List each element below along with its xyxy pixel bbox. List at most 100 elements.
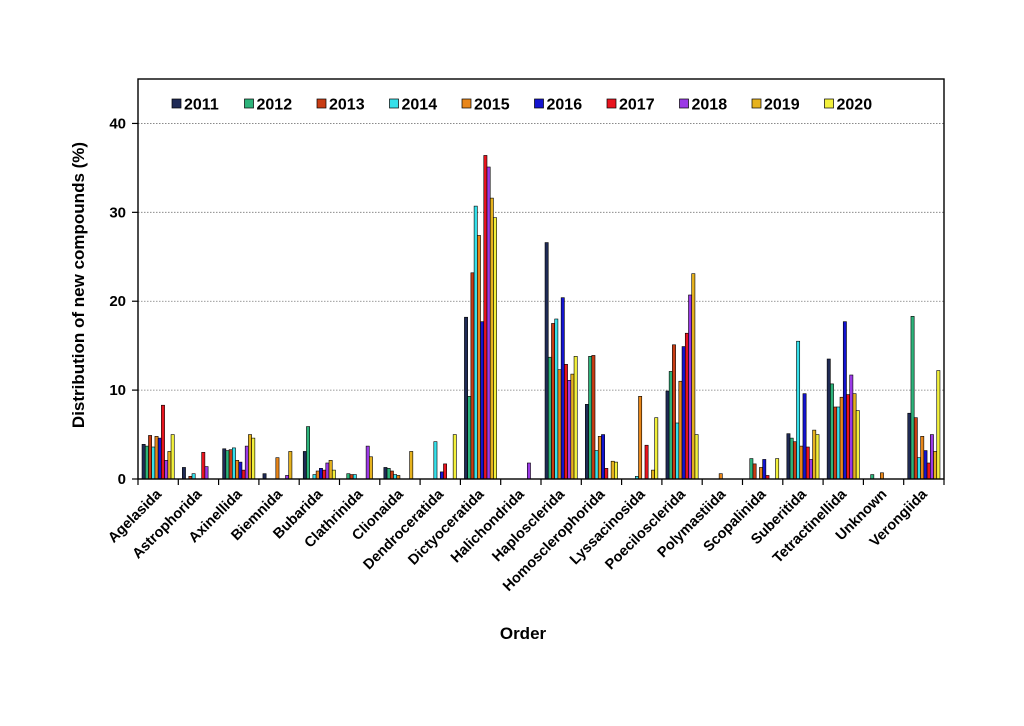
- bar-2013-haplosclerida: [551, 323, 555, 480]
- bar-2013-axinellida: [228, 449, 233, 480]
- bar-2015-tetractinellida: [839, 396, 844, 480]
- bar-2013-tetractinellida: [833, 406, 838, 480]
- bar-2018-haplosclerida: [567, 380, 572, 480]
- bar-2014-homosclerophorida: [594, 450, 599, 480]
- bar-2016-scopalinida: [762, 459, 767, 480]
- y-axis-title: Distribution of new compounds (%): [69, 142, 88, 428]
- bar-2017-dictyoceratida: [483, 155, 488, 480]
- bar-2013-suberitida: [792, 441, 797, 480]
- bar-2016-haplosclerida: [560, 297, 565, 480]
- bar-2018-agelasida: [164, 460, 169, 480]
- bar-2011-agelasida: [141, 444, 146, 480]
- bar-2011-suberitida: [786, 433, 791, 480]
- bar-2019-tetractinellida: [852, 393, 857, 480]
- bar-2015-biemnida: [275, 457, 280, 480]
- bar-2011-clionaida: [383, 467, 388, 480]
- x-category-labels: AgelasidaAstrophoridaAxinellidaBiemnidaB…: [105, 486, 931, 595]
- bar-2015-agelasida: [154, 436, 159, 480]
- bar-2015-axinellida: [235, 460, 240, 480]
- bar-2019-biemnida: [288, 451, 293, 480]
- bar-2019-clathrinida: [369, 456, 373, 480]
- bar-2017-homosclerophorida: [604, 468, 609, 480]
- legend: 2011 2012 2013 2014 2015 2016 2017 2018 2019 2020: [171, 97, 873, 114]
- bar-2020-scopalinida: [775, 458, 780, 480]
- bar-2019-verongiida: [933, 451, 938, 480]
- bar-2015-poecilosclerida: [678, 380, 683, 480]
- y-tick-label: 0: [118, 471, 126, 488]
- bar-2012-clathrinida: [346, 473, 351, 480]
- plot-frame: [137, 78, 945, 480]
- x-axis-title: Order: [500, 624, 547, 643]
- bar-2012-agelasida: [144, 445, 149, 480]
- bar-2020-agelasida: [170, 434, 175, 480]
- legend-label-2018: 2018: [692, 97, 728, 114]
- bar-2016-axinellida: [238, 461, 243, 480]
- legend-label-2013: 2013: [329, 97, 365, 114]
- legend-label-2016: 2016: [547, 97, 583, 114]
- bar-2016-dendroceratida: [439, 471, 444, 480]
- bar-2013-scopalinida: [752, 463, 757, 480]
- bar-2014-tetractinellida: [836, 406, 841, 480]
- bar-2019-dictyoceratida: [489, 197, 494, 480]
- legend-label-2015: 2015: [474, 97, 510, 114]
- bar-2014-axinellida: [232, 447, 236, 480]
- bar-2011-tetractinellida: [826, 358, 831, 480]
- bar-2011-haplosclerida: [544, 242, 549, 480]
- bar-2012-haplosclerida: [547, 356, 552, 480]
- legend-swatch-2017: [606, 98, 617, 109]
- bar-2017-tetractinellida: [846, 394, 850, 480]
- bar-2018-bubarida: [325, 462, 330, 480]
- bar-2017-agelasida: [161, 404, 165, 480]
- bar-2014-verongiida: [917, 457, 921, 480]
- bar-2014-dictyoceratida: [473, 205, 478, 480]
- bar-2013-dictyoceratida: [470, 272, 475, 480]
- bar-2018-tetractinellida: [849, 374, 854, 480]
- legend-label-2012: 2012: [257, 97, 293, 114]
- bar-2015-polymastiida: [718, 473, 723, 480]
- legend-swatch-2018: [679, 98, 689, 109]
- bar-2020-bubarida: [331, 469, 336, 480]
- bar-2012-clionaida: [386, 468, 391, 480]
- bar-2013-poecilosclerida: [672, 344, 676, 480]
- axes: [132, 78, 945, 485]
- legend-swatch-2020: [824, 98, 834, 109]
- bar-2016-verongiida: [923, 450, 928, 480]
- category-label-astrophorida: Astrophorida: [130, 486, 206, 562]
- bar-2011-bubarida: [302, 451, 307, 480]
- bar-2015-suberitida: [799, 445, 804, 480]
- bar-2014-haplosclerida: [554, 318, 559, 480]
- bar-2011-homosclerophorida: [585, 404, 589, 480]
- bar-2011-verongiida: [907, 412, 912, 480]
- bar-2017-lyssacinosida: [644, 444, 649, 480]
- bar-2011-dictyoceratida: [464, 316, 468, 480]
- legend-swatch-2012: [244, 98, 254, 109]
- bar-2020-haplosclerida: [573, 356, 578, 480]
- bar-2019-clionaida: [409, 451, 414, 480]
- bar-2018-astrophorida: [204, 466, 209, 480]
- bar-2013-homosclerophorida: [591, 355, 596, 480]
- bar-2014-agelasida: [151, 446, 156, 480]
- bar-2012-dictyoceratida: [467, 396, 472, 480]
- bar-2013-agelasida: [148, 435, 152, 480]
- bar-2012-verongiida: [910, 316, 915, 480]
- bar-2016-poecilosclerida: [681, 346, 686, 480]
- bar-2015-lyssacinosida: [638, 396, 643, 480]
- bar-2016-suberitida: [802, 393, 807, 480]
- bar-2019-poecilosclerida: [691, 273, 696, 480]
- bar-2019-homosclerophorida: [610, 460, 615, 480]
- legend-swatch-2013: [316, 98, 327, 109]
- bar-2017-dendroceratida: [443, 463, 447, 480]
- bar-2020-homosclerophorida: [614, 461, 618, 480]
- bar-2020-lyssacinosida: [654, 417, 659, 480]
- bar-2014-suberitida: [796, 340, 801, 480]
- bar-2013-clionaida: [389, 470, 394, 480]
- bar-2020-axinellida: [251, 437, 256, 480]
- bar-2019-haplosclerida: [570, 373, 575, 480]
- bar-2013-verongiida: [913, 417, 918, 480]
- bar-2017-verongiida: [926, 462, 931, 480]
- bar-2018-poecilosclerida: [688, 294, 693, 480]
- bar-2011-poecilosclerida: [665, 390, 670, 480]
- bar-2011-biemnida: [262, 473, 267, 480]
- legend-label-2020: 2020: [837, 97, 873, 114]
- legend-label-2019: 2019: [764, 97, 800, 114]
